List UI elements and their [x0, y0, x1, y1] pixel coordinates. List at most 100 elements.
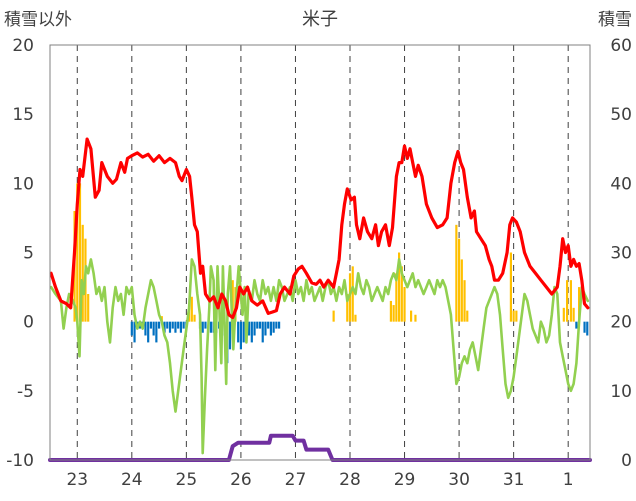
precipitation-bar	[410, 310, 413, 322]
precipitation-bar	[566, 280, 569, 322]
precipitation-bar-negative	[201, 321, 204, 333]
precipitation-bar-negative	[133, 321, 136, 343]
x-tick-label: 30	[448, 470, 470, 490]
precipitation-bar	[351, 266, 354, 322]
precipitation-bar-negative	[130, 321, 133, 336]
left-y-tick-label: -5	[17, 382, 34, 402]
precipitation-bar-negative	[174, 321, 177, 333]
precipitation-bar	[460, 259, 463, 322]
precipitation-bar-negative	[168, 321, 172, 333]
precipitation-bar-negative	[261, 321, 264, 343]
left-y-tick-label: 15	[12, 105, 34, 125]
precipitation-bar	[572, 307, 575, 322]
x-tick-label: 25	[176, 470, 198, 490]
precipitation-bar-negative	[166, 321, 169, 329]
precipitation-bar-negative	[163, 321, 166, 333]
wind-line	[49, 258, 590, 455]
precipitation-bar	[395, 273, 398, 322]
precipitation-bar-negative	[228, 321, 232, 350]
precipitation-bar-negative	[267, 321, 270, 329]
precipitation-bar	[87, 294, 90, 322]
precipitation-bar-negative	[253, 321, 256, 336]
temperature-line	[49, 137, 590, 320]
precipitation-bar	[569, 280, 572, 322]
precipitation-bar	[463, 280, 466, 322]
precipitation-bar	[562, 307, 565, 322]
left-y-tick-label: 20	[12, 36, 34, 56]
precipitation-bar-negative	[204, 321, 207, 329]
precipitation-bar-negative	[269, 321, 272, 336]
precipitation-bar-negative	[250, 321, 253, 343]
precipitation-bar-negative	[256, 321, 259, 329]
right-y-tick-label: 0	[621, 451, 632, 471]
left-axis-label: 積雪以外	[4, 10, 72, 30]
precipitation-bar-negative	[237, 321, 240, 343]
precipitation-bar-negative	[275, 321, 278, 329]
precipitation-bar	[403, 287, 406, 322]
right-y-tick-label: 30	[610, 244, 632, 264]
precipitation-bar	[458, 238, 461, 322]
precipitation-bar-negative	[152, 321, 155, 336]
precipitation-bar	[515, 310, 518, 322]
precipitation-bar-negative	[182, 321, 185, 329]
precipitation-bar	[400, 266, 403, 322]
right-y-tick-label: 40	[610, 174, 632, 194]
x-tick-label: 1	[563, 470, 574, 490]
right-y-tick-label: 60	[610, 36, 632, 56]
left-y-tick-label: 5	[23, 244, 34, 264]
precipitation-bar	[398, 252, 401, 322]
precipitation-bar-negative	[239, 321, 242, 350]
precipitation-bar	[231, 280, 234, 322]
x-tick-label: 27	[285, 470, 307, 490]
precipitation-bar	[76, 183, 79, 322]
left-y-tick-label: -10	[6, 451, 34, 471]
snow-depth-line	[48, 433, 592, 462]
x-tick-label: 28	[339, 470, 361, 490]
left-y-tick-label: 0	[23, 313, 34, 333]
right-y-tick-label: 50	[610, 105, 632, 125]
precipitation-bar	[414, 314, 417, 322]
precipitation-bar	[332, 310, 335, 322]
precipitation-bar-negative	[264, 321, 267, 336]
precipitation-bar	[392, 305, 395, 322]
precipitation-bar-negative	[155, 321, 158, 343]
precipitation-bar-negative	[242, 321, 245, 343]
x-tick-label: 24	[121, 470, 143, 490]
precipitation-bar-negative	[209, 321, 212, 333]
x-tick-label: 23	[66, 470, 88, 490]
precipitation-bar-negative	[575, 321, 578, 329]
precipitation-bars	[73, 183, 589, 364]
precipitation-bar-negative	[179, 321, 182, 333]
precipitation-bar	[389, 300, 392, 322]
precipitation-bar-negative	[149, 321, 152, 329]
right-axis-label: 積雪	[598, 10, 632, 30]
precipitation-bar	[78, 183, 82, 322]
x-tick-label: 29	[394, 470, 416, 490]
precipitation-bar	[578, 287, 581, 322]
chart-title: 米子	[302, 9, 338, 30]
precipitation-bar-negative	[177, 321, 180, 329]
precipitation-bar-negative	[583, 321, 586, 333]
precipitation-bar	[346, 294, 349, 322]
precipitation-bar	[193, 314, 196, 322]
precipitation-bar-negative	[586, 321, 589, 336]
precipitation-bar-negative	[171, 321, 174, 329]
precipitation-bar-negative	[144, 321, 147, 336]
precipitation-bar	[81, 224, 84, 322]
right-y-tick-label: 20	[610, 313, 632, 333]
precipitation-bar-negative	[278, 321, 281, 329]
precipitation-bar-negative	[248, 321, 251, 336]
right-y-tick-label: 10	[610, 382, 632, 402]
precipitation-bar-negative	[258, 321, 262, 329]
day-gridlines	[76, 45, 569, 460]
precipitation-bar	[354, 314, 357, 322]
precipitation-bar	[455, 224, 458, 322]
precipitation-bar-negative	[147, 321, 150, 343]
precipitation-bar	[512, 310, 515, 322]
x-tick-label: 26	[230, 470, 252, 490]
tick-labels: 23 24 25 26 27 28 29 30 31 1 -10 -5 0 5 10 15 20 0 10 20 30 4…	[6, 36, 632, 490]
series-lines	[48, 137, 592, 462]
precipitation-bar-negative	[158, 321, 161, 329]
precipitation-bar	[509, 252, 512, 322]
